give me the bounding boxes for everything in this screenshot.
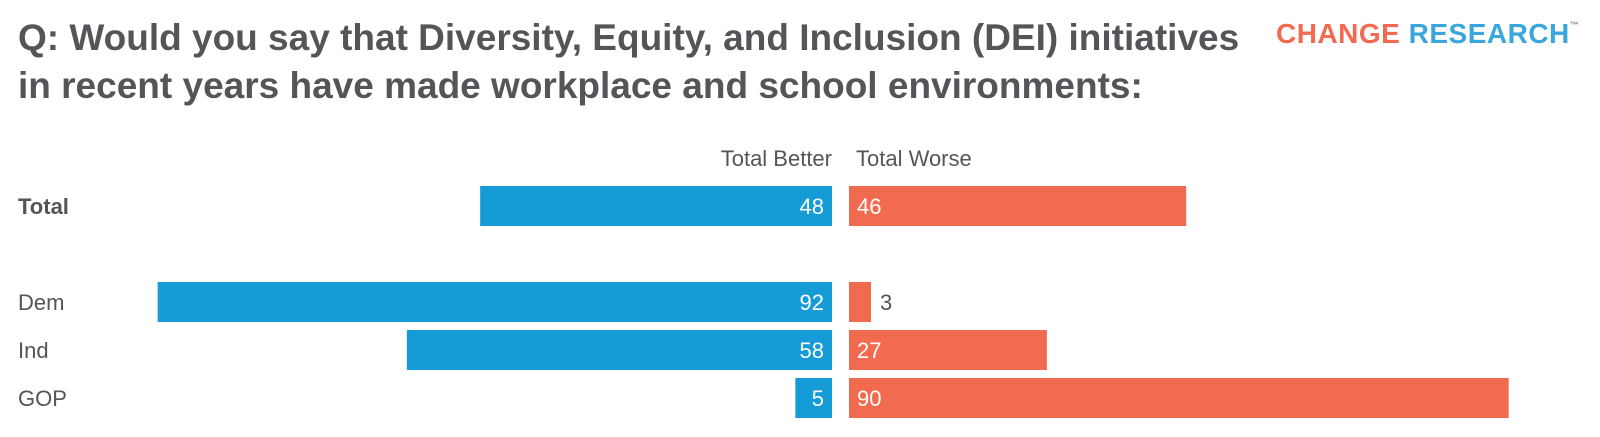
logo-word-research: RESEARCH	[1408, 18, 1570, 49]
bar-better-total	[480, 186, 832, 226]
category-label-ind: Ind	[18, 338, 49, 363]
change-research-logo: CHANGE RESEARCH™	[1276, 18, 1579, 50]
category-label-total: Total	[18, 194, 69, 219]
bar-worse-gop	[849, 378, 1509, 418]
value-label-worse-ind: 27	[857, 338, 881, 363]
bar-worse-dem	[849, 282, 871, 322]
logo-trademark: ™	[1569, 20, 1580, 30]
value-label-worse-total: 46	[857, 194, 881, 219]
chart-title: Q: Would you say that Diversity, Equity,…	[18, 17, 1240, 106]
value-label-worse-gop: 90	[857, 386, 881, 411]
bar-better-gop	[795, 378, 832, 418]
value-label-better-total: 48	[800, 194, 824, 219]
header-total-better: Total Better	[721, 146, 832, 171]
category-label-gop: GOP	[18, 386, 67, 411]
bar-better-dem	[157, 282, 832, 322]
category-label-dem: Dem	[18, 290, 64, 315]
bar-worse-ind	[849, 330, 1047, 370]
value-label-better-gop: 5	[812, 386, 824, 411]
value-label-better-ind: 58	[800, 338, 824, 363]
bar-worse-total	[849, 186, 1187, 226]
value-label-worse-dem: 3	[880, 290, 892, 315]
logo-word-change: CHANGE	[1276, 18, 1401, 49]
value-label-better-dem: 92	[800, 290, 824, 315]
bar-better-ind	[406, 330, 832, 370]
header-total-worse: Total Worse	[856, 146, 972, 171]
